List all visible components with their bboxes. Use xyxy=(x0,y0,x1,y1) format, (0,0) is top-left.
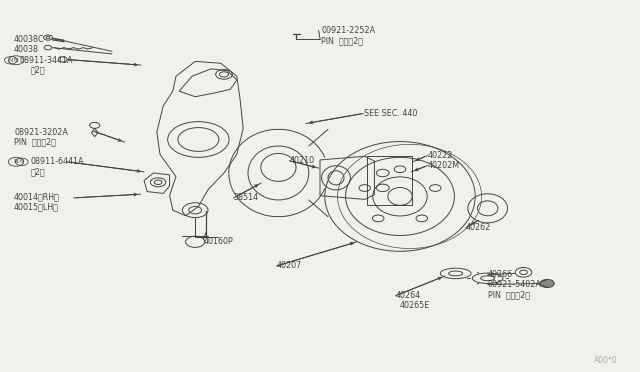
Text: 40207: 40207 xyxy=(276,262,301,270)
Text: N: N xyxy=(20,159,24,164)
Text: 00921-5402A: 00921-5402A xyxy=(488,280,541,289)
Text: 40210: 40210 xyxy=(289,156,314,165)
Text: N: N xyxy=(9,58,13,63)
Text: 40265E: 40265E xyxy=(400,301,430,310)
Text: PIN  ピン（2）: PIN ピン（2） xyxy=(488,290,530,299)
Text: （2）: （2） xyxy=(31,167,45,176)
Text: 40262: 40262 xyxy=(466,223,491,232)
Text: SEE SEC. 440: SEE SEC. 440 xyxy=(364,109,417,118)
Text: 08911-6441A: 08911-6441A xyxy=(30,157,84,166)
Text: 40222: 40222 xyxy=(428,151,453,160)
Text: 40038C: 40038C xyxy=(14,35,45,44)
Text: 40015（LH）: 40015（LH） xyxy=(14,202,59,211)
Text: 40160P: 40160P xyxy=(204,237,233,246)
Text: 40202M: 40202M xyxy=(428,161,460,170)
Text: PIN  ピン（2）: PIN ピン（2） xyxy=(14,138,56,147)
Text: N: N xyxy=(13,159,19,164)
Text: （2）: （2） xyxy=(31,65,45,74)
Text: N: N xyxy=(13,58,19,63)
Circle shape xyxy=(540,279,554,288)
Text: A00*0: A00*0 xyxy=(594,356,618,365)
Text: PIN  ピン（2）: PIN ピン（2） xyxy=(321,36,364,45)
Text: 40038: 40038 xyxy=(14,45,39,54)
Text: 08911-3441A: 08911-3441A xyxy=(19,56,73,65)
Text: 08921-3202A: 08921-3202A xyxy=(14,128,68,137)
Text: 00921-2252A: 00921-2252A xyxy=(321,26,376,35)
Text: 40266: 40266 xyxy=(488,270,513,279)
Text: 40264: 40264 xyxy=(396,291,420,300)
Text: 40014（RH）: 40014（RH） xyxy=(14,192,60,201)
Text: 38514: 38514 xyxy=(234,193,259,202)
